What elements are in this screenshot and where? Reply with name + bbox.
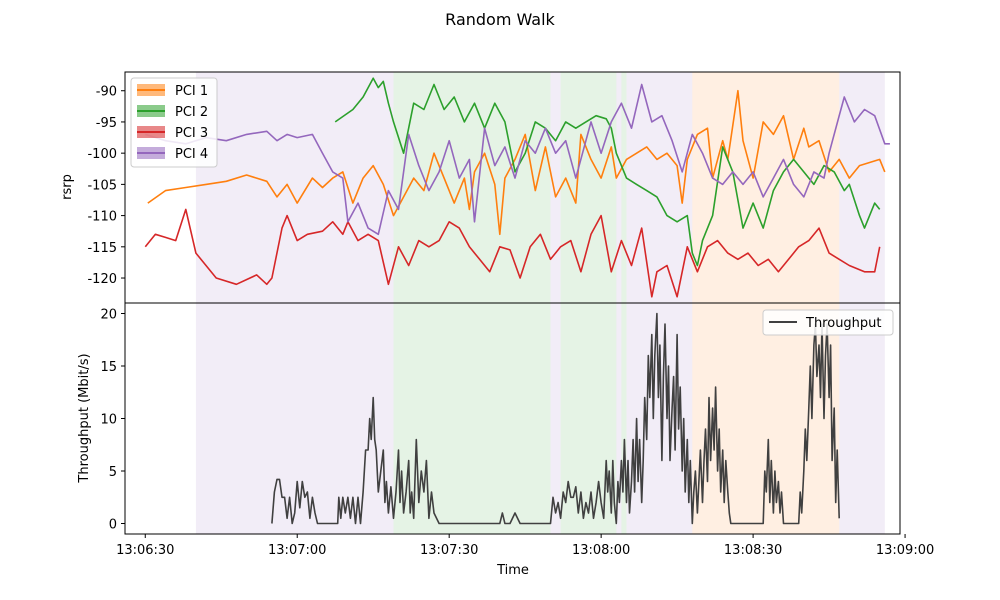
legend-label: PCI 1 bbox=[175, 84, 208, 99]
shaded-region-7 bbox=[692, 72, 840, 303]
legend-throughput: Throughput bbox=[762, 309, 894, 336]
shaded-region-4 bbox=[616, 72, 622, 303]
x-tick-label: 13:07:30 bbox=[420, 543, 478, 558]
shaded-region-5 bbox=[621, 72, 627, 303]
series-line-pci-2 bbox=[334, 77, 881, 267]
y-tick-label: -95 bbox=[96, 116, 117, 131]
series-line-throughput bbox=[271, 312, 840, 525]
y-tick-label: -100 bbox=[87, 147, 117, 162]
legend-box bbox=[762, 309, 894, 336]
shaded-region-6 bbox=[626, 72, 693, 303]
y-tick-label: -90 bbox=[96, 85, 117, 100]
legend-label: Throughput bbox=[805, 316, 882, 331]
series-line-pci-4 bbox=[145, 83, 890, 236]
shaded-region-1 bbox=[393, 303, 551, 534]
shaded-region-0 bbox=[195, 303, 394, 534]
shaded-region-5 bbox=[621, 303, 627, 534]
legend-label: PCI 3 bbox=[175, 126, 208, 141]
chart-title: Random Walk bbox=[445, 10, 555, 29]
shaded-region-8 bbox=[839, 303, 885, 534]
shaded-region-0 bbox=[195, 72, 394, 303]
x-tick-label: 13:06:30 bbox=[116, 543, 174, 558]
y-tick-label: 20 bbox=[100, 308, 117, 323]
y-tick-label: -120 bbox=[87, 272, 117, 287]
y-tick-label: -110 bbox=[87, 210, 117, 225]
x-tick-label: 13:08:30 bbox=[724, 543, 782, 558]
y-tick-label: 10 bbox=[100, 413, 117, 428]
x-tick-label: 13:09:00 bbox=[876, 543, 934, 558]
series-line-pci-3 bbox=[144, 208, 881, 298]
throughput-panel: 0 5 10 15 20 13:06:30 13:07:00 13:07:30 13:08:00… bbox=[100, 302, 934, 558]
x-axis-label: Time bbox=[496, 563, 529, 578]
y-tick-label: 0 bbox=[109, 518, 117, 533]
shaded-region-2 bbox=[550, 303, 561, 534]
y-tick-label: 15 bbox=[100, 360, 117, 375]
legend-label: PCI 4 bbox=[175, 147, 208, 162]
y-tick-label: 5 bbox=[109, 465, 117, 480]
x-tick-label: 13:08:00 bbox=[572, 543, 630, 558]
legend-label: PCI 2 bbox=[175, 105, 208, 120]
y-tick-label: -105 bbox=[87, 178, 117, 193]
y-tick-label: -115 bbox=[87, 241, 117, 256]
x-tick-label: 13:07:00 bbox=[268, 543, 326, 558]
shaded-region-2 bbox=[550, 72, 561, 303]
legend-pci: PCI 1 PCI 2 PCI 3 PCI 4 bbox=[130, 77, 218, 168]
shaded-region-3 bbox=[560, 303, 617, 534]
legend-box bbox=[130, 77, 218, 168]
rsrp-axis-label: rsrp bbox=[60, 174, 75, 200]
series-line-pci-1 bbox=[147, 89, 886, 236]
throughput-axis-label: Throughput (Mbit/s) bbox=[77, 353, 92, 483]
shaded-region-4 bbox=[616, 303, 622, 534]
